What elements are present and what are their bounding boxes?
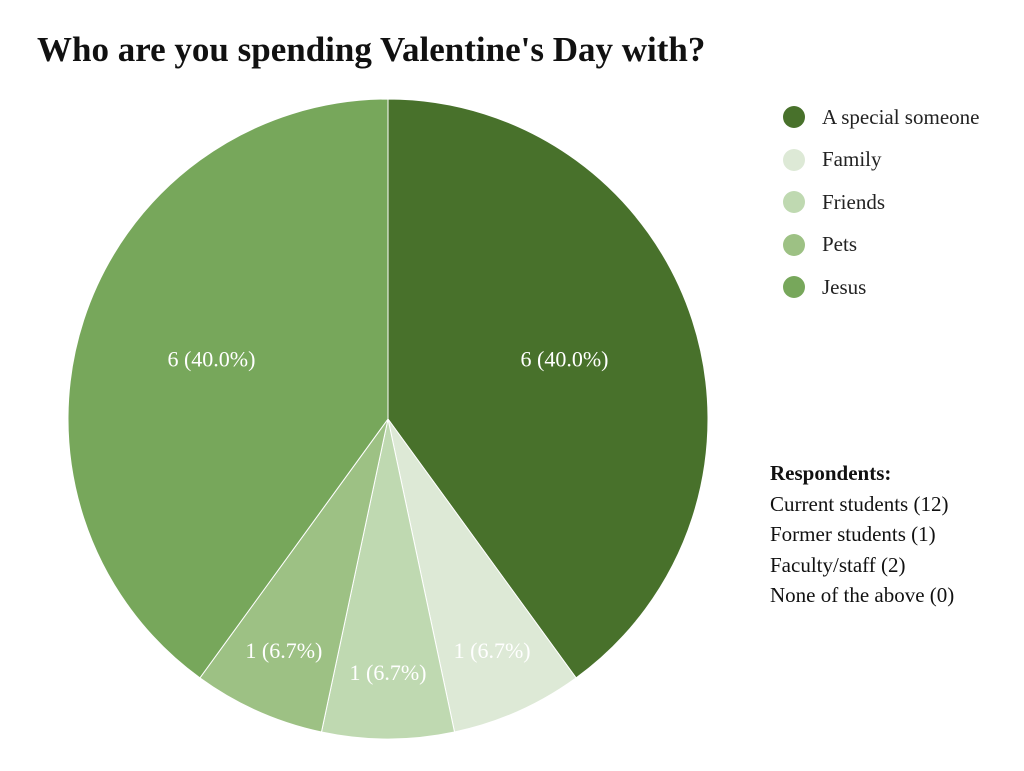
pie-slice-friends	[320, 418, 456, 740]
legend-item-friends: Friends	[783, 181, 979, 224]
pie-label-jesus: 6 (40.0%)	[167, 347, 255, 372]
pie-slice-pets	[199, 418, 389, 733]
legend-swatch-pets	[783, 233, 805, 256]
legend-label: Pets	[822, 232, 858, 257]
respondents-line-none: None of the above (0)	[770, 583, 955, 607]
chart-title: Who are you spending Valentine's Day wit…	[37, 30, 706, 69]
pie-label-friends: 1 (6.7%)	[350, 660, 427, 685]
pie-label-a-special-someone: 6 (40.0%)	[521, 347, 609, 372]
legend-swatch-jesus	[783, 276, 805, 299]
legend-item-jesus: Jesus	[783, 266, 979, 309]
pie-label-pets: 1 (6.7%)	[245, 638, 322, 663]
respondents-line-faculty-staff: Faculty/staff (2)	[770, 552, 906, 577]
legend-label: A special someone	[822, 104, 980, 129]
legend-item-a-special-someone: A special someone	[783, 96, 979, 139]
pie-slice-family	[387, 418, 577, 733]
pie-slice-jesus	[67, 98, 389, 679]
legend-label: Jesus	[822, 274, 867, 299]
legend: A special someone Family Friends Pets Je…	[783, 96, 979, 309]
legend-item-pets: Pets	[783, 224, 979, 267]
respondents-line-former-students: Former students (1)	[770, 522, 936, 546]
pie-slice-a-special-someone	[387, 98, 709, 679]
pie-label-family: 1 (6.7%)	[454, 638, 531, 663]
legend-item-family: Family	[783, 139, 979, 182]
respondents-note: Respondents: Current students (12) Forme…	[770, 458, 954, 611]
respondents-title: Respondents:	[770, 461, 892, 485]
respondents-line-current-students: Current students (12)	[770, 491, 949, 516]
legend-swatch-family	[783, 148, 805, 171]
legend-label: Family	[822, 147, 882, 172]
legend-label: Friends	[822, 189, 885, 214]
legend-swatch-a-special-someone	[783, 106, 805, 129]
legend-swatch-friends	[783, 191, 805, 214]
